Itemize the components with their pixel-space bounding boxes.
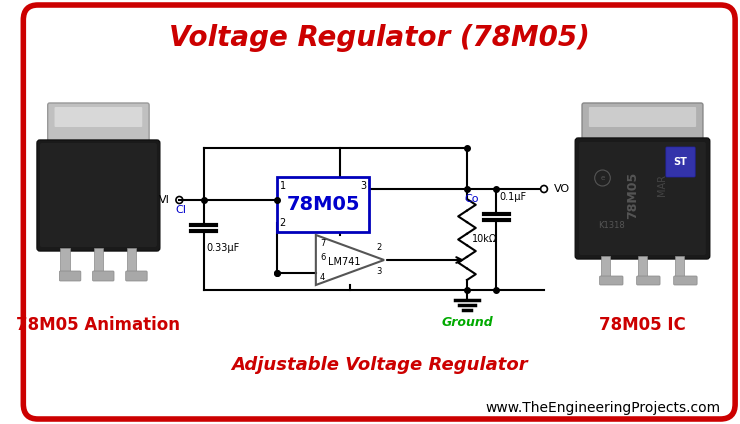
FancyBboxPatch shape: [277, 177, 369, 232]
FancyBboxPatch shape: [40, 143, 157, 247]
FancyBboxPatch shape: [589, 107, 696, 127]
Text: VO: VO: [554, 184, 570, 194]
Bar: [675, 256, 684, 281]
Text: MAR: MAR: [657, 174, 667, 196]
Text: 4: 4: [320, 273, 326, 282]
Text: 0.33μF: 0.33μF: [206, 243, 240, 253]
Bar: [127, 248, 136, 276]
Text: 78M05: 78M05: [626, 171, 639, 219]
Bar: [601, 256, 610, 281]
Text: 78M05 Animation: 78M05 Animation: [16, 316, 181, 334]
FancyBboxPatch shape: [666, 147, 695, 177]
Text: 6: 6: [320, 253, 326, 262]
Text: ST: ST: [673, 157, 687, 167]
FancyBboxPatch shape: [599, 276, 623, 285]
FancyBboxPatch shape: [673, 276, 697, 285]
FancyBboxPatch shape: [24, 5, 735, 419]
Bar: [61, 248, 70, 276]
Text: CI: CI: [175, 205, 186, 215]
FancyBboxPatch shape: [579, 142, 706, 255]
Text: 3: 3: [360, 181, 367, 191]
Text: 3: 3: [377, 267, 382, 276]
Text: 78M05: 78M05: [286, 195, 360, 214]
Text: 78M05 IC: 78M05 IC: [599, 316, 686, 334]
Text: 7: 7: [320, 238, 326, 248]
FancyBboxPatch shape: [37, 140, 160, 251]
Text: Voltage Regulator (78M05): Voltage Regulator (78M05): [169, 24, 590, 52]
Text: 2: 2: [280, 218, 286, 228]
Text: Adjustable Voltage Regulator: Adjustable Voltage Regulator: [231, 356, 528, 374]
FancyBboxPatch shape: [92, 271, 114, 281]
FancyBboxPatch shape: [575, 138, 710, 259]
Text: 10kΩ: 10kΩ: [472, 234, 497, 245]
Text: 2: 2: [377, 243, 382, 251]
Text: LM741: LM741: [329, 257, 361, 267]
Bar: [638, 256, 648, 281]
Text: 0.1μF: 0.1μF: [500, 192, 526, 202]
Text: VI: VI: [158, 195, 169, 205]
Text: Ground: Ground: [441, 316, 493, 329]
Text: K1318: K1318: [598, 220, 625, 229]
FancyBboxPatch shape: [59, 271, 81, 281]
Text: e: e: [600, 175, 605, 181]
FancyBboxPatch shape: [126, 271, 147, 281]
FancyBboxPatch shape: [47, 103, 149, 149]
Text: 1: 1: [280, 181, 286, 191]
Text: Co: Co: [464, 194, 479, 204]
Text: www.TheEngineeringProjects.com: www.TheEngineeringProjects.com: [485, 401, 721, 415]
Bar: [93, 248, 104, 276]
FancyBboxPatch shape: [636, 276, 660, 285]
FancyBboxPatch shape: [55, 107, 142, 127]
FancyBboxPatch shape: [582, 103, 703, 147]
